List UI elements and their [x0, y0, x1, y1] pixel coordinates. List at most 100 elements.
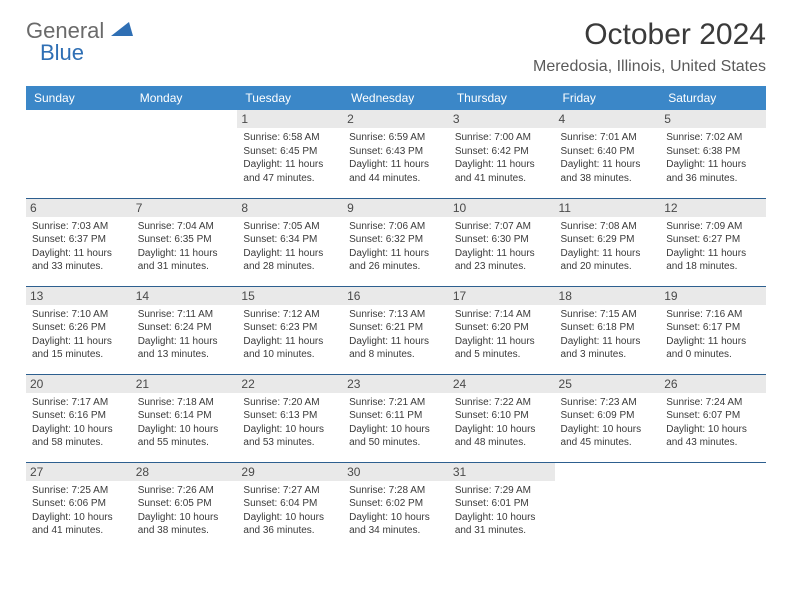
calendar-cell: 28 Sunrise: 7:26 AMSunset: 6:05 PMDayligh… — [132, 462, 238, 550]
daylight-text: Daylight: 11 hours and 18 minutes. — [666, 247, 760, 274]
day-number: 20 — [26, 375, 132, 393]
daylight-text: Daylight: 11 hours and 8 minutes. — [349, 335, 443, 362]
day-details: Sunrise: 7:17 AMSunset: 6:16 PMDaylight:… — [32, 396, 126, 450]
daylight-text: Daylight: 11 hours and 31 minutes. — [138, 247, 232, 274]
calendar-cell: 11Sunrise: 7:08 AMSunset: 6:29 PMDayligh… — [555, 198, 661, 286]
calendar-cell: 23Sunrise: 7:21 AMSunset: 6:11 PMDayligh… — [343, 374, 449, 462]
sunrise-text: Sunrise: 7:24 AM — [666, 396, 760, 410]
day-details: Sunrise: 7:26 AMSunset: 6:05 PMDaylight:… — [138, 484, 232, 538]
day-number: 4 — [555, 110, 661, 128]
sunset-text: Sunset: 6:14 PM — [138, 409, 232, 423]
sunset-text: Sunset: 6:32 PM — [349, 233, 443, 247]
day-details: Sunrise: 7:29 AMSunset: 6:01 PMDaylight:… — [455, 484, 549, 538]
calendar-cell: . — [26, 110, 132, 198]
daylight-text: Daylight: 11 hours and 38 minutes. — [561, 158, 655, 185]
day-details: Sunrise: 7:13 AMSunset: 6:21 PMDaylight:… — [349, 308, 443, 362]
day-number: 24 — [449, 375, 555, 393]
day-details: Sunrise: 7:24 AMSunset: 6:07 PMDaylight:… — [666, 396, 760, 450]
day-number: 29 — [237, 463, 343, 481]
sunset-text: Sunset: 6:45 PM — [243, 145, 337, 159]
calendar-cell: 30Sunrise: 7:28 AMSunset: 6:02 PMDayligh… — [343, 462, 449, 550]
daylight-text: Daylight: 11 hours and 44 minutes. — [349, 158, 443, 185]
sunset-text: Sunset: 6:18 PM — [561, 321, 655, 335]
calendar-cell: 26Sunrise: 7:24 AMSunset: 6:07 PMDayligh… — [660, 374, 766, 462]
calendar-cell: 7Sunrise: 7:04 AMSunset: 6:35 PMDaylight… — [132, 198, 238, 286]
calendar-cell: 6Sunrise: 7:03 AMSunset: 6:37 PMDaylight… — [26, 198, 132, 286]
calendar-cell: 15Sunrise: 7:12 AMSunset: 6:23 PMDayligh… — [237, 286, 343, 374]
sunset-text: Sunset: 6:07 PM — [666, 409, 760, 423]
sunrise-text: Sunrise: 7:25 AM — [32, 484, 126, 498]
daylight-text: Daylight: 11 hours and 3 minutes. — [561, 335, 655, 362]
day-header: Friday — [555, 86, 661, 110]
day-details: Sunrise: 7:22 AMSunset: 6:10 PMDaylight:… — [455, 396, 549, 450]
day-header: Tuesday — [237, 86, 343, 110]
calendar-cell: 14 Sunrise: 7:11 AMSunset: 6:24 PMDayligh… — [132, 286, 238, 374]
sunset-text: Sunset: 6:17 PM — [666, 321, 760, 335]
calendar-cell: 24 Sunrise: 7:22 AMSunset: 6:10 PMDayligh… — [449, 374, 555, 462]
daylight-text: Daylight: 10 hours and 55 minutes. — [138, 423, 232, 450]
calendar-cell: 17Sunrise: 7:14 AMSunset: 6:20 PMDayligh… — [449, 286, 555, 374]
day-number: 28 — [132, 463, 238, 481]
calendar-cell: 20 Sunrise: 7:17 AMSunset: 6:16 PMDayligh… — [26, 374, 132, 462]
day-details: Sunrise: 7:20 AMSunset: 6:13 PMDaylight:… — [243, 396, 337, 450]
calendar-cell: 27Sunrise: 7:25 AMSunset: 6:06 PMDayligh… — [26, 462, 132, 550]
day-number: 13 — [26, 287, 132, 305]
calendar-cell: 29Sunrise: 7:27 AMSunset: 6:04 PMDayligh… — [237, 462, 343, 550]
daylight-text: Daylight: 11 hours and 15 minutes. — [32, 335, 126, 362]
day-number: 10 — [449, 199, 555, 217]
day-header: Saturday — [660, 86, 766, 110]
sunset-text: Sunset: 6:35 PM — [138, 233, 232, 247]
day-number: 15 — [237, 287, 343, 305]
sunset-text: Sunset: 6:04 PM — [243, 497, 337, 511]
sunset-text: Sunset: 6:02 PM — [349, 497, 443, 511]
daylight-text: Daylight: 10 hours and 43 minutes. — [666, 423, 760, 450]
day-number: 1 — [237, 110, 343, 128]
sunset-text: Sunset: 6:24 PM — [138, 321, 232, 335]
day-number: 23 — [343, 375, 449, 393]
daylight-text: Daylight: 11 hours and 5 minutes. — [455, 335, 549, 362]
day-details: Sunrise: 7:23 AMSunset: 6:09 PMDaylight:… — [561, 396, 655, 450]
sunset-text: Sunset: 6:21 PM — [349, 321, 443, 335]
sunrise-text: Sunrise: 7:14 AM — [455, 308, 549, 322]
calendar-cell: 25Sunrise: 7:23 AMSunset: 6:09 PMDayligh… — [555, 374, 661, 462]
sunrise-text: Sunrise: 7:01 AM — [561, 131, 655, 145]
day-details: Sunrise: 6:58 AMSunset: 6:45 PMDaylight:… — [243, 131, 337, 185]
day-details: Sunrise: 7:11 AMSunset: 6:24 PMDaylight:… — [138, 308, 232, 362]
sunset-text: Sunset: 6:26 PM — [32, 321, 126, 335]
month-title: October 2024 — [533, 18, 766, 52]
daylight-text: Daylight: 10 hours and 53 minutes. — [243, 423, 337, 450]
daylight-text: Daylight: 10 hours and 38 minutes. — [138, 511, 232, 538]
calendar-row: 27 Sunrise: 7:25 AMSunset: 6:06 PM Dayligh… — [26, 462, 766, 550]
daylight-text: Daylight: 11 hours and 47 minutes. — [243, 158, 337, 185]
sunrise-text: Sunrise: 7:05 AM — [243, 220, 337, 234]
daylight-text: Daylight: 11 hours and 20 minutes. — [561, 247, 655, 274]
day-number: 21 — [132, 375, 238, 393]
calendar-cell: 2 Sunrise: 6:59 AMSunset: 6:43 PMDaylight… — [343, 110, 449, 198]
daylight-text: Daylight: 10 hours and 48 minutes. — [455, 423, 549, 450]
day-number: 8 — [237, 199, 343, 217]
sunset-text: Sunset: 6:09 PM — [561, 409, 655, 423]
day-header: Monday — [132, 86, 238, 110]
day-details: Sunrise: 6:59 AMSunset: 6:43 PMDaylight:… — [349, 131, 443, 185]
day-number: 7 — [132, 199, 238, 217]
day-number: 14 — [132, 287, 238, 305]
sunset-text: Sunset: 6:06 PM — [32, 497, 126, 511]
sunrise-text: Sunrise: 7:07 AM — [455, 220, 549, 234]
day-details: Sunrise: 7:16 AMSunset: 6:17 PMDaylight:… — [666, 308, 760, 362]
day-number: 27 — [26, 463, 132, 481]
day-details: Sunrise: 7:05 AMSunset: 6:34 PMDaylight:… — [243, 220, 337, 274]
day-details: Sunrise: 7:00 AMSunset: 6:42 PMDaylight:… — [455, 131, 549, 185]
calendar-cell: 3Sunrise: 7:00 AMSunset: 6:42 PMDaylight… — [449, 110, 555, 198]
sunrise-text: Sunrise: 7:13 AM — [349, 308, 443, 322]
day-header: Wednesday — [343, 86, 449, 110]
day-number: 2 — [343, 110, 449, 128]
day-number: 11 — [555, 199, 661, 217]
daylight-text: Daylight: 10 hours and 36 minutes. — [243, 511, 337, 538]
sunrise-text: Sunrise: 7:09 AM — [666, 220, 760, 234]
day-details: Sunrise: 7:09 AMSunset: 6:27 PMDaylight:… — [666, 220, 760, 274]
day-details: Sunrise: 7:07 AMSunset: 6:30 PMDaylight:… — [455, 220, 549, 274]
logo: General Blue — [26, 18, 133, 44]
sunrise-text: Sunrise: 6:58 AM — [243, 131, 337, 145]
sunset-text: Sunset: 6:05 PM — [138, 497, 232, 511]
sunrise-text: Sunrise: 7:22 AM — [455, 396, 549, 410]
